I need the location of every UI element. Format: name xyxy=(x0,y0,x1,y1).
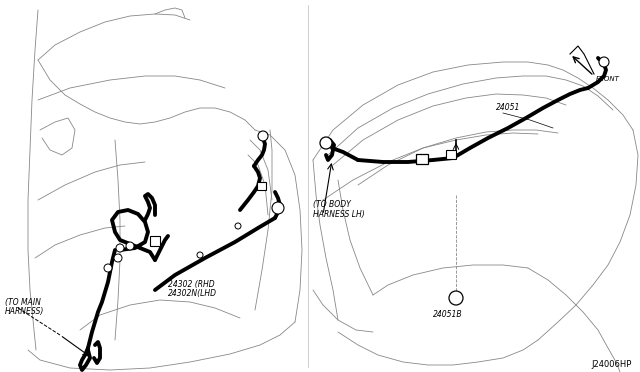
Circle shape xyxy=(116,244,124,252)
Bar xyxy=(150,236,160,246)
Text: 24302 (RHD: 24302 (RHD xyxy=(168,280,214,289)
Circle shape xyxy=(114,254,122,262)
Text: 24051B: 24051B xyxy=(433,310,463,319)
Bar xyxy=(446,150,456,159)
Circle shape xyxy=(126,242,134,250)
Bar xyxy=(416,154,428,164)
Text: HARNESS LH): HARNESS LH) xyxy=(313,210,365,219)
Circle shape xyxy=(258,131,268,141)
Circle shape xyxy=(235,223,241,229)
Text: (TO MAIN: (TO MAIN xyxy=(5,298,41,307)
Text: (TO BODY: (TO BODY xyxy=(313,200,351,209)
Circle shape xyxy=(599,57,609,67)
Circle shape xyxy=(272,202,284,214)
Circle shape xyxy=(197,252,203,258)
Circle shape xyxy=(320,137,332,149)
Bar xyxy=(257,182,266,190)
Circle shape xyxy=(104,264,112,272)
Text: 24051: 24051 xyxy=(496,103,520,112)
Text: FRONT: FRONT xyxy=(596,76,620,82)
Circle shape xyxy=(449,291,463,305)
Text: J24006HP: J24006HP xyxy=(591,360,632,369)
Text: 24302N(LHD: 24302N(LHD xyxy=(168,289,217,298)
Text: HARNESS): HARNESS) xyxy=(5,307,44,316)
